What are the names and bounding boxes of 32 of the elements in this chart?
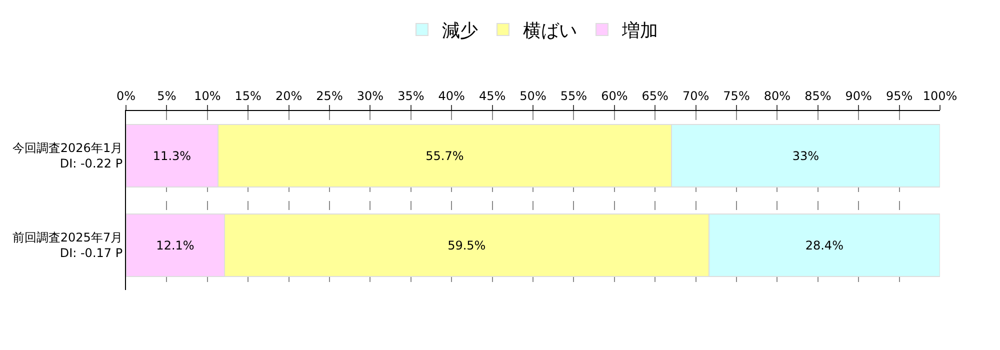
x-tick-label: 55% — [560, 89, 588, 104]
x-tick-label: 15% — [234, 89, 262, 104]
x-tick-label: 75% — [723, 89, 750, 104]
data-label: 33% — [792, 148, 820, 163]
x-tick-label: 85% — [804, 89, 832, 104]
data-label: 12.1% — [156, 238, 194, 252]
x-tick-label: 80% — [764, 89, 791, 104]
x-tick-label: 35% — [398, 89, 424, 104]
y-tick-label: 今回調査2026年1月 DI: -0.22 P — [12, 141, 123, 171]
x-tick-label: 20% — [275, 89, 302, 104]
x-tick-label: 10% — [194, 89, 221, 104]
y-tick-label: 前回調査2025年7月 DI: -0.17 P — [12, 230, 123, 260]
x-tick-label: 70% — [682, 89, 710, 104]
x-tick-label: 25% — [316, 89, 343, 104]
x-tick-label: 45% — [478, 89, 506, 104]
x-tick-label: 5% — [157, 89, 176, 104]
legend-label: 増加 — [621, 20, 658, 42]
x-tick-label: 50% — [520, 89, 546, 104]
x-tick-label: 95% — [886, 89, 913, 104]
x-tick-label: 65% — [642, 89, 668, 104]
x-tick-label: 0% — [116, 89, 136, 104]
x-tick-label: 100% — [922, 89, 958, 104]
data-label: 11.3% — [152, 148, 192, 163]
data-label: 55.7% — [426, 148, 464, 163]
data-label: 59.5% — [448, 238, 486, 252]
data-label: 28.4% — [805, 238, 844, 252]
x-tick-label: 40% — [438, 89, 465, 104]
x-tick-label: 60% — [601, 89, 628, 104]
x-tick-label: 90% — [845, 89, 872, 104]
legend-label: 横ばい — [523, 20, 577, 42]
x-tick-label: 30% — [356, 89, 384, 104]
legend-label: 減少 — [442, 20, 478, 42]
